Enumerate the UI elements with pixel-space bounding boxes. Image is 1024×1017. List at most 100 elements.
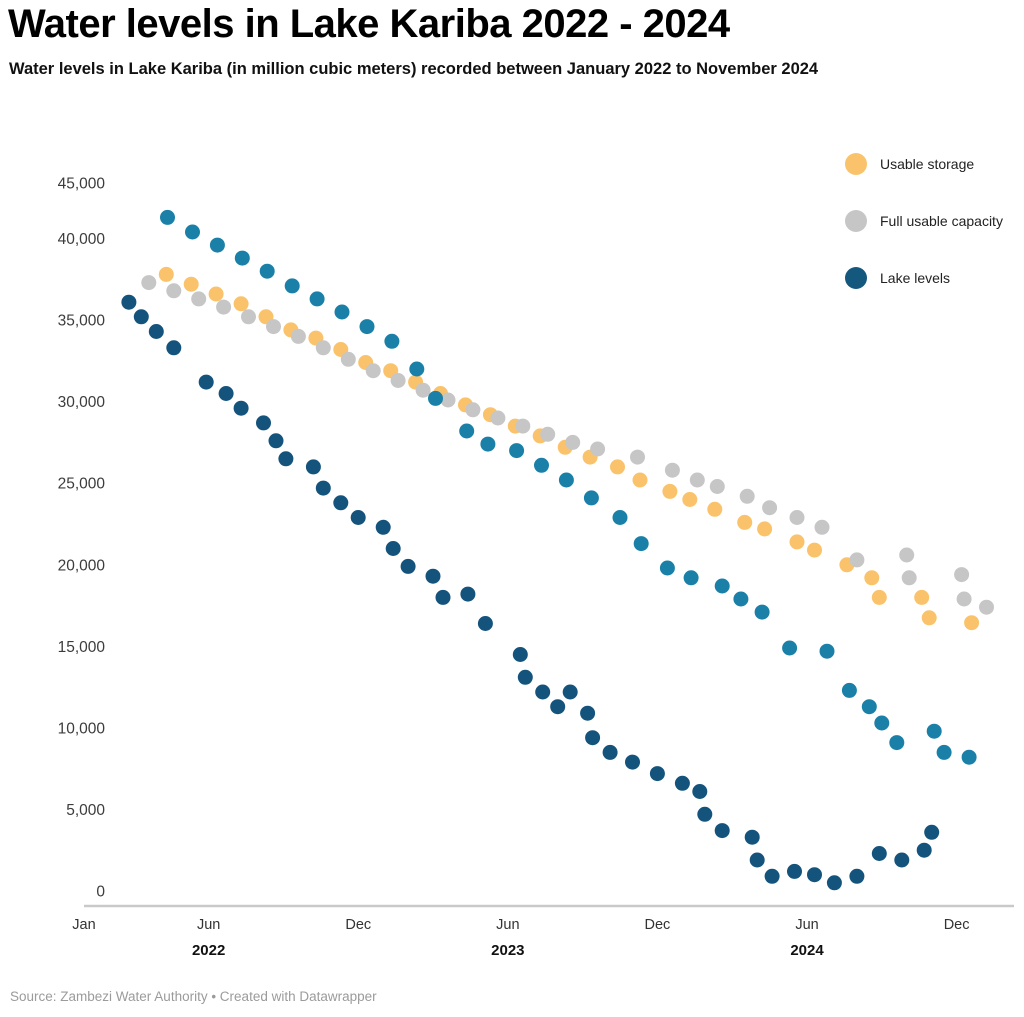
data-point	[754, 604, 770, 620]
data-point	[216, 299, 232, 315]
data-point	[625, 754, 640, 770]
data-point	[415, 382, 431, 398]
data-point	[789, 510, 805, 525]
data-point	[674, 775, 690, 791]
y-axis-tick-label: 45,000	[58, 176, 106, 193]
x-axis-tick-label: Jan	[72, 917, 95, 933]
x-axis-year-label: 2024	[790, 942, 824, 959]
data-point	[233, 400, 249, 416]
data-point	[160, 209, 175, 225]
x-axis-tick-label: Jun	[197, 917, 220, 933]
data-point	[365, 363, 381, 379]
data-point	[630, 449, 645, 465]
data-point	[191, 291, 207, 307]
data-point	[956, 591, 972, 607]
data-point	[218, 386, 234, 401]
data-point	[234, 250, 250, 266]
y-axis-tick-label: 15,000	[58, 639, 106, 656]
data-point	[954, 567, 970, 583]
legend-item: Full usable capacity	[845, 207, 1024, 235]
data-point	[921, 610, 937, 626]
data-point	[861, 699, 877, 715]
data-point	[166, 283, 182, 299]
data-point	[961, 749, 977, 765]
x-axis-tick-label: Jun	[795, 917, 818, 933]
data-point	[664, 462, 680, 478]
data-point	[333, 495, 349, 511]
data-point	[480, 436, 496, 452]
data-point	[233, 296, 249, 312]
data-point	[133, 309, 149, 325]
x-axis-tick-label: Dec	[645, 917, 671, 933]
data-point	[714, 578, 730, 594]
data-point	[425, 568, 441, 584]
data-point	[762, 500, 778, 516]
data-point	[814, 519, 830, 535]
data-point	[460, 586, 476, 602]
data-point	[278, 451, 294, 467]
data-point	[241, 309, 256, 325]
data-point	[562, 684, 578, 700]
data-point	[558, 472, 574, 488]
legend-item: Lake levels	[845, 264, 1024, 292]
data-point	[739, 488, 755, 504]
data-point	[864, 570, 880, 586]
x-axis-tick-label: Jun	[496, 917, 519, 933]
data-point	[602, 744, 618, 760]
data-point	[733, 591, 749, 607]
legend-item-label: Lake levels	[880, 270, 951, 286]
data-point	[914, 589, 930, 605]
data-point	[141, 275, 157, 291]
data-point	[209, 237, 225, 253]
data-point	[916, 842, 932, 858]
data-point	[465, 402, 481, 418]
data-point	[807, 542, 822, 558]
data-point	[871, 589, 887, 605]
data-point	[744, 829, 760, 845]
legend-item-label: Full usable capacity	[880, 213, 1003, 229]
y-axis-tick-label: 20,000	[58, 557, 106, 574]
data-point	[749, 852, 765, 868]
x-axis-year-label: 2022	[192, 942, 225, 959]
legend-item: Usable storage	[845, 150, 1024, 178]
legend-dot-icon	[845, 267, 867, 289]
data-point	[612, 510, 628, 525]
data-point	[340, 351, 356, 367]
data-point	[305, 459, 321, 475]
data-point	[632, 472, 648, 488]
data-point	[208, 286, 224, 302]
data-point	[148, 324, 164, 339]
data-point	[583, 490, 599, 506]
data-point	[359, 319, 375, 335]
data-point	[692, 784, 708, 799]
data-point	[819, 643, 835, 659]
data-point	[964, 615, 980, 631]
legend-item-label: Usable storage	[880, 156, 975, 172]
y-axis-tick-label: 40,000	[58, 231, 106, 248]
data-point	[440, 392, 456, 408]
data-point	[737, 514, 753, 530]
data-point	[757, 521, 773, 537]
data-point	[315, 480, 331, 496]
data-point	[266, 319, 281, 335]
chart-legend: Usable storage Full usable capacity Lake l…	[845, 150, 1024, 321]
data-point	[871, 846, 887, 861]
data-point	[649, 766, 665, 782]
data-point	[309, 291, 325, 307]
data-point	[259, 263, 275, 279]
data-point	[936, 744, 952, 760]
data-point	[515, 418, 531, 434]
data-point	[183, 276, 199, 292]
data-point	[535, 684, 551, 700]
data-point	[707, 501, 723, 517]
y-axis-tick-label: 35,000	[58, 313, 106, 330]
data-point	[787, 863, 802, 879]
data-point	[849, 868, 865, 884]
data-point	[334, 304, 350, 320]
data-point	[874, 715, 890, 731]
data-point	[540, 426, 556, 442]
data-point	[256, 415, 271, 431]
data-point	[826, 875, 842, 891]
data-point	[158, 266, 174, 282]
data-point	[709, 479, 725, 494]
